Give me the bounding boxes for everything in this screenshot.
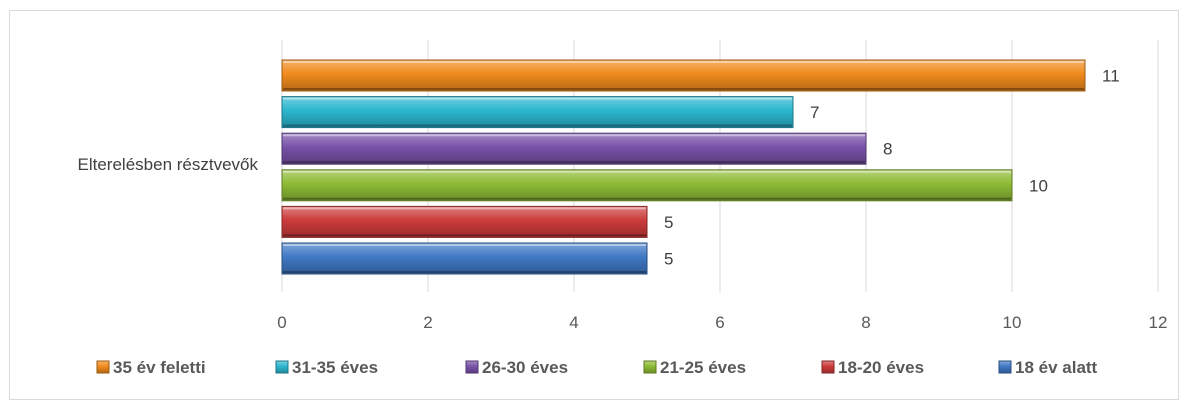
bar-18-20-ves xyxy=(281,205,648,238)
data-label-26-30-ves: 8 xyxy=(883,140,892,159)
legend-label: 18-20 éves xyxy=(838,358,924,377)
data-label-18-20-ves: 5 xyxy=(664,213,673,232)
x-axis-ticks: 0 2 4 6 8 10 12 xyxy=(277,313,1167,332)
legend-swatch xyxy=(643,360,657,374)
bar-26-30-ves xyxy=(281,132,867,165)
legend-swatch xyxy=(821,360,835,374)
data-label-21-25-ves: 10 xyxy=(1029,176,1048,195)
x-tick-label: 6 xyxy=(715,313,724,332)
bar-31-35-ves xyxy=(281,96,794,129)
bar-18-v-alatt xyxy=(281,242,648,275)
bar-35-v-feletti xyxy=(281,59,1086,92)
legend-item-35-v-feletti: 35 év feletti xyxy=(96,358,206,377)
bar-21-25-ves xyxy=(281,169,1013,202)
x-tick-label: 12 xyxy=(1149,313,1168,332)
legend-item-26-30-ves: 26-30 éves xyxy=(465,358,568,377)
data-label-35-v-feletti: 11 xyxy=(1102,67,1120,86)
x-tick-label: 10 xyxy=(1003,313,1022,332)
legend-item-31-35-ves: 31-35 éves xyxy=(275,358,378,377)
legend-item-18-v-alatt: 18 év alatt xyxy=(998,358,1098,377)
x-tick-label: 0 xyxy=(277,313,286,332)
y-category-label: Elterelésben résztvevők xyxy=(78,155,259,174)
data-label-31-35-ves: 7 xyxy=(810,103,819,122)
legend-label: 26-30 éves xyxy=(482,358,568,377)
legend: 35 év feletti 31-35 éves 26-30 éves 21-25 é… xyxy=(96,358,1098,377)
x-tick-label: 8 xyxy=(861,313,870,332)
x-tick-label: 4 xyxy=(569,313,578,332)
data-labels: 11 7 8 10 5 5 xyxy=(664,67,1120,269)
legend-label: 18 év alatt xyxy=(1015,358,1098,377)
legend-label: 31-35 éves xyxy=(292,358,378,377)
legend-item-21-25-ves: 21-25 éves xyxy=(643,358,746,377)
data-label-18-v-alatt: 5 xyxy=(664,250,673,269)
y-axis-category: Elterelésben résztvevők xyxy=(78,155,259,174)
legend-label: 21-25 éves xyxy=(660,358,746,377)
x-tick-label: 2 xyxy=(423,313,432,332)
legend-swatch xyxy=(96,360,110,374)
legend-swatch xyxy=(465,360,479,374)
legend-swatch xyxy=(998,360,1012,374)
legend-swatch xyxy=(275,360,289,374)
legend-label: 35 év feletti xyxy=(113,358,206,377)
legend-item-18-20-ves: 18-20 éves xyxy=(821,358,924,377)
bars xyxy=(281,59,1086,275)
